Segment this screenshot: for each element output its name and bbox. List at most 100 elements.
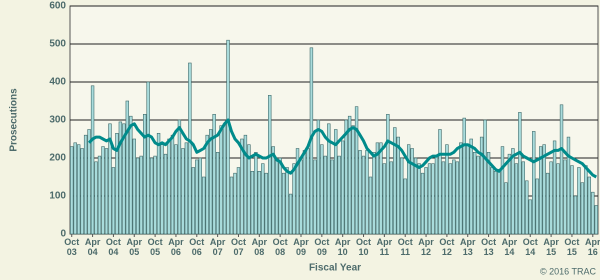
- bar: [181, 148, 185, 235]
- bar: [375, 142, 380, 235]
- bar: [545, 172, 550, 235]
- bar: [108, 123, 112, 235]
- bar: [167, 138, 171, 235]
- bar: [264, 172, 268, 235]
- bar: [288, 193, 293, 235]
- x-tick-label: Apr 15: [543, 237, 559, 257]
- bar: [410, 148, 414, 235]
- bar: [76, 144, 81, 235]
- bar: [70, 146, 74, 235]
- bar: [174, 144, 178, 235]
- bar: [226, 39, 230, 235]
- bar: [455, 161, 460, 235]
- bar: [337, 155, 341, 235]
- bar: [563, 159, 567, 235]
- bar: [274, 159, 279, 235]
- bar: [462, 117, 466, 235]
- y-tick-label: 600: [49, 1, 66, 12]
- bar: [518, 112, 522, 235]
- bar: [549, 161, 553, 235]
- x-tick-label: Apr 07: [209, 237, 226, 257]
- bar: [354, 106, 359, 235]
- bar: [229, 176, 234, 235]
- y-tick-label: 500: [49, 39, 66, 50]
- bar: [573, 195, 578, 235]
- bar: [268, 95, 272, 235]
- bar: [500, 146, 505, 235]
- bar: [424, 167, 428, 235]
- bar: [129, 115, 133, 235]
- x-tick-label: Apr 10: [334, 237, 351, 257]
- bar: [146, 81, 150, 235]
- x-tick-label: Oct 12: [439, 237, 455, 257]
- x-tick-label: Oct 09: [314, 237, 330, 257]
- x-tick-label: Apr 06: [168, 237, 184, 257]
- bar: [170, 134, 175, 235]
- x-tick-label: Apr 14: [501, 237, 518, 257]
- bar: [73, 142, 77, 235]
- bar: [389, 161, 394, 235]
- bar: [417, 163, 421, 235]
- bar: [313, 159, 317, 235]
- bar: [469, 138, 473, 235]
- x-tick-label: Apr 13: [459, 237, 476, 257]
- bar: [413, 157, 418, 235]
- bar: [306, 148, 310, 235]
- y-axis-title: Prosecutions: [9, 88, 20, 152]
- bar: [532, 131, 536, 235]
- bar: [393, 127, 397, 235]
- bar: [459, 142, 463, 235]
- bar: [445, 144, 449, 235]
- bar: [396, 136, 400, 235]
- bar: [483, 119, 487, 235]
- bar: [358, 150, 362, 235]
- moving-average-line: [87, 118, 598, 179]
- y-tick-label: 200: [49, 153, 66, 164]
- bar: [490, 167, 494, 235]
- bar: [403, 178, 407, 235]
- x-tick-label: Apr 09: [293, 237, 309, 257]
- bar: [361, 155, 366, 235]
- bar: [514, 163, 519, 235]
- bar: [215, 152, 220, 235]
- bar: [205, 134, 209, 235]
- bar: [208, 129, 213, 235]
- bar: [222, 123, 227, 235]
- bar: [591, 191, 595, 235]
- bar: [233, 172, 237, 235]
- x-tick-label: Oct 03: [64, 237, 80, 257]
- bar: [493, 171, 498, 235]
- bar: [427, 163, 432, 235]
- copyright: © 2016 TRAC: [540, 266, 596, 276]
- bar: [327, 123, 331, 235]
- bar: [254, 152, 258, 235]
- bar: [247, 144, 251, 235]
- bar: [379, 142, 383, 235]
- bar: [163, 153, 168, 235]
- bar: [87, 129, 91, 235]
- bar: [184, 142, 189, 235]
- bar: [115, 133, 119, 235]
- bar: [278, 157, 282, 235]
- bar: [351, 125, 355, 235]
- x-tick-label: Apr 16: [585, 237, 600, 257]
- bar: [219, 125, 223, 235]
- x-tick-label: Apr 12: [418, 237, 434, 257]
- bar: [344, 119, 348, 235]
- bar: [386, 114, 390, 235]
- bar: [198, 157, 202, 235]
- bar: [177, 119, 182, 235]
- bar: [434, 155, 439, 235]
- y-tick-label: 300: [49, 115, 66, 126]
- y-tick-label: 0: [60, 229, 66, 240]
- bar: [90, 85, 95, 235]
- bar: [552, 140, 557, 235]
- bar: [372, 152, 376, 235]
- x-tick-label: Oct 04: [105, 237, 121, 257]
- bar: [139, 155, 143, 235]
- bar: [347, 115, 352, 235]
- bar: [271, 146, 275, 235]
- x-axis-title: Fiscal Year: [309, 263, 361, 274]
- bar: [528, 199, 532, 235]
- x-tick-label: Apr 11: [376, 237, 393, 257]
